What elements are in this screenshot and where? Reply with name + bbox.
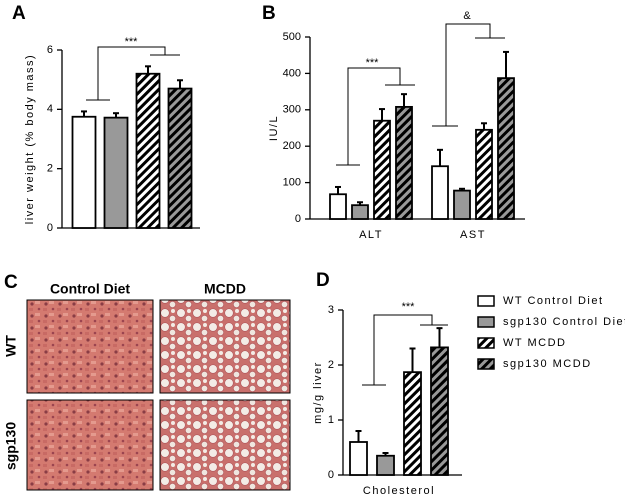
legend-label: sgp130 Control Diet [503, 316, 625, 328]
bar [135, 72, 161, 229]
y-tick-label: 0 [328, 469, 334, 481]
histology-panel: C Control Diet MCDD WT sgp130 [3, 272, 291, 491]
y-tick-label: 4 [47, 103, 53, 115]
y-tick-label: 2 [328, 359, 334, 371]
bar [167, 87, 193, 229]
y-axis-label: mg/g liver [312, 361, 324, 424]
x-tick-label: AST [460, 229, 486, 241]
y-axis-label: IU/L [268, 115, 280, 141]
significance-bracket [362, 314, 448, 386]
y-tick-label: 400 [283, 67, 301, 79]
legend-label: sgp130 MCDD [503, 358, 592, 370]
legend-swatch [477, 316, 495, 328]
y-tick-label: 6 [47, 44, 53, 56]
y-tick-label: 300 [283, 104, 301, 116]
y-tick-label: 1 [328, 414, 334, 426]
y-tick-label: 3 [328, 304, 334, 316]
annotation: *** [366, 57, 380, 69]
y-tick-label: 2 [47, 163, 53, 175]
bar [71, 115, 97, 229]
legend-swatch [477, 295, 495, 307]
bar [453, 189, 471, 220]
legend-swatch [477, 337, 495, 349]
panel-label: B [262, 3, 276, 24]
y-tick-label: 100 [283, 177, 301, 189]
bar [497, 77, 515, 220]
histology-image [159, 299, 291, 394]
bar [373, 119, 391, 220]
panel-label: D [316, 270, 330, 291]
bar [431, 165, 449, 220]
histology-image [26, 299, 154, 394]
bar [103, 116, 129, 229]
y-axis-label: liver weight (% body mass) [24, 54, 36, 224]
histology-image [159, 399, 291, 491]
column-label: Control Diet [50, 281, 130, 297]
x-tick-label: Cholesterol [363, 485, 435, 497]
y-tick-label: 0 [295, 213, 301, 225]
bar [475, 128, 493, 220]
row-label: WT [3, 335, 19, 357]
histology-image [26, 399, 154, 491]
bar [430, 346, 449, 476]
significance-bracket [86, 46, 180, 101]
significance-bracket [432, 23, 505, 127]
y-tick-label: 0 [47, 222, 53, 234]
row-label: sgp130 [3, 422, 19, 470]
x-tick-label: ALT [359, 229, 383, 241]
bar [395, 105, 413, 220]
annotation: & [463, 10, 471, 22]
significance-bracket [336, 67, 415, 166]
bar [329, 193, 347, 220]
bar [351, 204, 369, 220]
y-tick-label: 500 [283, 31, 301, 43]
annotation: *** [402, 301, 416, 313]
panel-label: A [12, 3, 26, 24]
bar [403, 371, 422, 476]
annotation: *** [125, 36, 139, 48]
y-tick-label: 200 [283, 140, 301, 152]
legend-label: WT MCDD [503, 337, 566, 349]
bar [349, 441, 368, 476]
bar [376, 454, 395, 476]
legend-swatch [477, 358, 495, 370]
panel-label: C [4, 272, 18, 293]
column-label: MCDD [204, 281, 246, 297]
legend-label: WT Control Diet [503, 295, 604, 307]
